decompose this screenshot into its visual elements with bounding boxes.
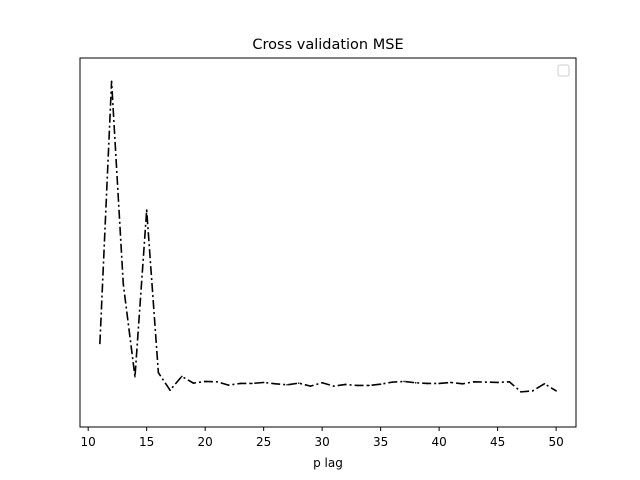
x-tick-label: 20 <box>198 435 213 449</box>
x-tick-label: 35 <box>373 435 388 449</box>
data-point <box>391 381 394 383</box>
data-point <box>520 391 522 393</box>
data-point <box>99 342 101 345</box>
data-point <box>180 375 183 378</box>
data-point <box>426 382 429 385</box>
data-point <box>216 380 218 383</box>
data-point <box>262 381 265 384</box>
data-point <box>461 383 464 385</box>
x-tick-label: 45 <box>490 435 505 449</box>
legend <box>557 64 570 77</box>
data-point <box>508 380 511 383</box>
data-point <box>496 381 499 384</box>
data-point <box>543 383 546 385</box>
data-point <box>450 381 452 384</box>
data-point <box>368 384 370 387</box>
x-tick-label: 30 <box>315 435 330 449</box>
data-point <box>473 380 476 383</box>
data-point <box>379 383 382 385</box>
data-point <box>414 381 417 384</box>
data-point <box>169 389 171 391</box>
data-point <box>344 383 347 386</box>
data-point <box>333 385 335 387</box>
data-point <box>239 382 242 385</box>
data-point <box>122 283 125 285</box>
data-point <box>321 381 323 384</box>
data-point <box>297 382 300 384</box>
data-point <box>356 384 359 387</box>
data-point <box>309 385 312 387</box>
plot-area <box>99 80 557 393</box>
data-point <box>145 209 148 211</box>
x-tick-label: 25 <box>256 435 271 449</box>
data-point <box>485 381 487 383</box>
data-point <box>555 390 557 392</box>
data-point <box>157 371 160 374</box>
chart-title: Cross validation MSE <box>252 37 403 53</box>
x-tick-label: 50 <box>548 435 563 449</box>
series-line <box>99 80 557 393</box>
data-point <box>274 383 277 385</box>
data-point <box>204 380 206 383</box>
axes-frame <box>79 57 577 428</box>
data-point <box>438 382 440 385</box>
data-point <box>134 375 136 378</box>
data-point <box>192 382 195 384</box>
x-axis: 10 15 20 25 30 35 40 45 50 <box>81 427 564 449</box>
data-point <box>227 384 230 386</box>
x-axis-label: p lag <box>313 456 343 470</box>
data-point <box>251 382 253 385</box>
x-tick-label: 15 <box>139 435 154 449</box>
x-tick-label: 10 <box>81 435 96 449</box>
data-point <box>286 384 288 386</box>
data-point <box>110 80 113 83</box>
legend-box <box>557 64 570 77</box>
data-point <box>531 390 534 392</box>
x-tick-label: 40 <box>431 435 446 449</box>
data-point <box>403 380 405 383</box>
